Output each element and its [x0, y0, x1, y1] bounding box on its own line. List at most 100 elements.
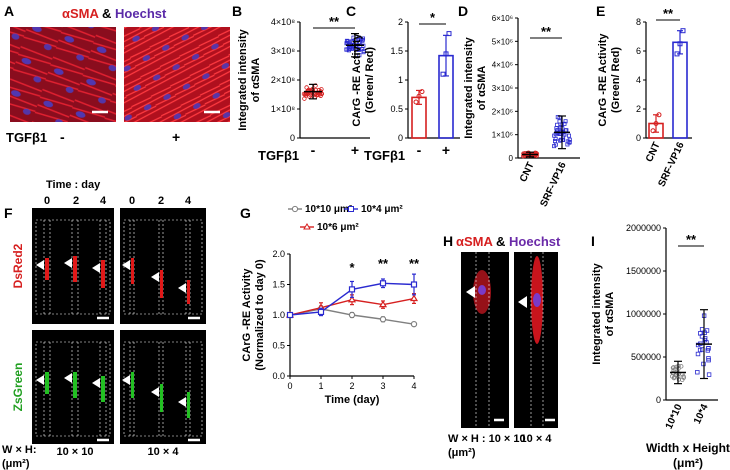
data-point — [698, 331, 703, 336]
data-point — [681, 374, 686, 379]
y-tick-label: 3×10⁸ — [271, 46, 295, 56]
y-tick-label: 1.5 — [390, 46, 403, 56]
treatment-label: TGFβ1 — [6, 130, 47, 145]
significance-label: ** — [329, 14, 340, 29]
condition-label: 10 × 10 — [56, 446, 93, 458]
legend-marker — [348, 206, 354, 212]
legend-label: 10*6 μm² — [317, 222, 359, 233]
data-point — [656, 112, 662, 118]
x-tick-label: + — [442, 142, 450, 158]
y-tick-label: 1×10⁶ — [492, 131, 513, 140]
y-tick-label: 4 — [636, 75, 641, 85]
data-point — [304, 85, 309, 90]
data-point — [356, 35, 361, 40]
x-axis-label: TGFβ1 — [364, 148, 405, 163]
y-tick-label: 2 — [636, 104, 641, 114]
data-point — [653, 121, 659, 126]
data-point — [562, 121, 567, 126]
data-point — [706, 356, 711, 361]
chart-d: D 0 1×10⁶ 2×10⁶ 3×10⁶ 4×10⁶ 5×10⁶ 6×10⁶ Integrat… — [458, 3, 580, 209]
arrowhead-icon — [466, 286, 475, 298]
data-point — [379, 316, 387, 323]
x-tick-label: 2 — [349, 381, 354, 391]
x-tick-label: 4 — [411, 381, 416, 391]
x-tick-label: 0 — [287, 381, 292, 391]
data-point — [697, 347, 703, 353]
x-tick-label: CNT — [644, 141, 663, 164]
y-tick-label: 2×10⁶ — [492, 107, 513, 116]
bar — [672, 41, 688, 139]
y-tick-label: 1×10⁸ — [271, 104, 295, 114]
y-tick-label: 500000 — [631, 352, 661, 362]
micrograph-a-tgfb1 — [124, 27, 230, 122]
stain-label-hoechst: Hoechst — [509, 234, 561, 249]
panel-letter-f: F — [4, 205, 13, 221]
y-tick-label: 2.0 — [272, 249, 285, 259]
y-tick-label: 1 — [398, 75, 403, 85]
unit-label: (μm²) — [448, 447, 476, 459]
data-point — [567, 140, 572, 145]
data-point — [416, 93, 422, 99]
y-tick-label: 0 — [509, 154, 514, 163]
chart-e: E 0 2 4 6 8 CArG -RE Activity (Green/ Red) ** CNT… — [596, 3, 692, 189]
x-tick-label: SRF-VP16 — [539, 160, 569, 208]
treatment-plus: + — [172, 129, 180, 145]
y-tick-label: 0 — [398, 133, 403, 143]
arrowhead-icon — [178, 283, 186, 293]
unit-label: (μm²) — [2, 458, 30, 470]
arrowhead-icon — [92, 263, 100, 273]
y-axis-label: CArG -RE Activity — [241, 268, 253, 362]
legend-marker — [291, 205, 299, 213]
day-label: 2 — [158, 195, 164, 207]
y-tick-label: 1.5 — [272, 280, 285, 290]
arrowhead-icon — [178, 397, 186, 407]
data-point — [409, 294, 419, 302]
data-point — [695, 342, 701, 348]
data-point — [567, 133, 572, 138]
data-point — [357, 53, 362, 58]
condition-label: 10 × 4 — [521, 433, 553, 445]
data-point — [413, 99, 419, 105]
data-point — [563, 119, 568, 124]
treatment-minus: - — [60, 129, 65, 145]
data-point — [286, 311, 294, 319]
panel-letter-a: A — [4, 3, 14, 19]
data-point — [650, 128, 656, 134]
y-tick-label: 1000000 — [626, 309, 661, 319]
day-label: 4 — [100, 195, 107, 207]
dsred-label: DsRed2 — [11, 243, 25, 288]
data-point — [706, 372, 712, 377]
panel-letter-e: E — [596, 3, 605, 19]
condition-label: 10 × 4 — [148, 446, 180, 458]
legend-label: 10*10 μm² — [305, 204, 353, 215]
y-tick-label: 0 — [290, 133, 295, 143]
panel-letter-d: D — [458, 3, 468, 19]
y-tick-label: 4×10⁶ — [492, 61, 513, 70]
y-axis-label: (Green/ Red) — [364, 47, 376, 113]
data-point — [680, 28, 686, 34]
data-point — [695, 370, 700, 375]
data-point — [554, 126, 559, 131]
y-axis-label: of αSMA — [250, 58, 262, 103]
y-axis-label: CArG -RE Activity — [597, 33, 609, 127]
arrowhead-icon — [122, 375, 130, 385]
y-axis-label: Integrated intensity — [463, 36, 475, 138]
data-point — [317, 308, 325, 316]
time-label: Time : day — [46, 179, 101, 191]
significance-label: * — [349, 260, 355, 275]
data-point — [315, 92, 320, 98]
data-point — [534, 151, 540, 156]
stain-title-a: αSMA & Hoechst — [62, 6, 167, 21]
y-axis-label: Integrated intensity — [591, 262, 603, 364]
data-point — [695, 351, 701, 357]
arrowhead-icon — [36, 375, 44, 385]
y-axis-label: (Normalized to day 0) — [254, 259, 266, 371]
data-point — [679, 364, 684, 369]
data-point — [348, 286, 356, 293]
y-tick-label: 1500000 — [626, 266, 661, 276]
x-tick-label: 10*4 — [692, 402, 711, 426]
wh-label: W × H: — [2, 444, 37, 456]
data-point — [302, 96, 307, 101]
data-point — [357, 47, 362, 52]
